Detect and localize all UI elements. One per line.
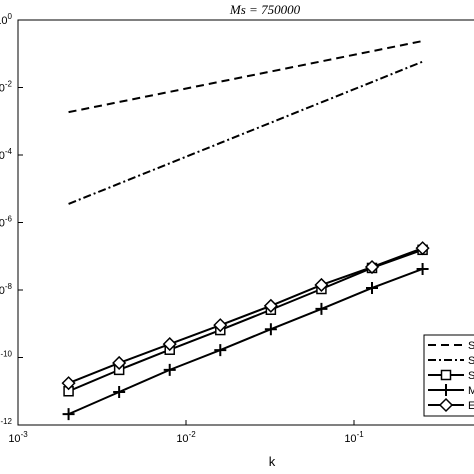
- legend-label: S: [468, 370, 474, 382]
- marker: [62, 408, 75, 421]
- series-line: [68, 60, 423, 205]
- y-tick-label: 10-10: [0, 350, 13, 365]
- marker: [112, 355, 127, 370]
- legend-marker-shape: [438, 397, 454, 413]
- marker: [364, 259, 380, 275]
- y-tick-label: 10-2: [0, 80, 13, 95]
- y-tick-label: 10-4: [0, 147, 13, 162]
- legend-label: S: [468, 340, 474, 352]
- marker: [263, 298, 278, 313]
- series-line: [68, 247, 423, 385]
- legend-label: M: [468, 385, 474, 397]
- series-line: [68, 40, 423, 114]
- marker: [163, 363, 176, 376]
- x-tick-label: 10-3: [8, 430, 28, 445]
- marker: [416, 262, 429, 275]
- plot-frame: [17, 19, 474, 426]
- legend-marker: [440, 369, 452, 381]
- marker: [366, 281, 379, 294]
- x-axis-label: k: [269, 454, 276, 469]
- series-line: [68, 268, 423, 416]
- legend-marker: [440, 384, 452, 396]
- marker: [113, 386, 126, 399]
- y-tick-label: 10-8: [0, 282, 13, 297]
- legend-marker: [438, 397, 454, 413]
- marker: [214, 344, 227, 357]
- x-tick-label: 10-1: [344, 430, 364, 445]
- legend-label: S: [468, 355, 474, 367]
- y-tick-label: 100: [0, 12, 13, 27]
- legend-marker-shape: [440, 384, 452, 396]
- marker: [415, 241, 430, 256]
- legend-marker-shape: [440, 369, 452, 381]
- marker: [264, 323, 277, 336]
- marker: [213, 318, 228, 333]
- marker: [314, 277, 329, 293]
- x-tick-label: 10-2: [176, 430, 196, 445]
- marker: [61, 376, 76, 391]
- marker: [315, 302, 328, 315]
- legend-label: E: [468, 400, 474, 412]
- chart-title: Ms = 750000: [229, 2, 301, 17]
- series-line: [68, 248, 423, 393]
- marker: [162, 337, 177, 352]
- y-tick-label: 10-6: [0, 215, 13, 230]
- y-tick-label: 10-12: [0, 417, 13, 432]
